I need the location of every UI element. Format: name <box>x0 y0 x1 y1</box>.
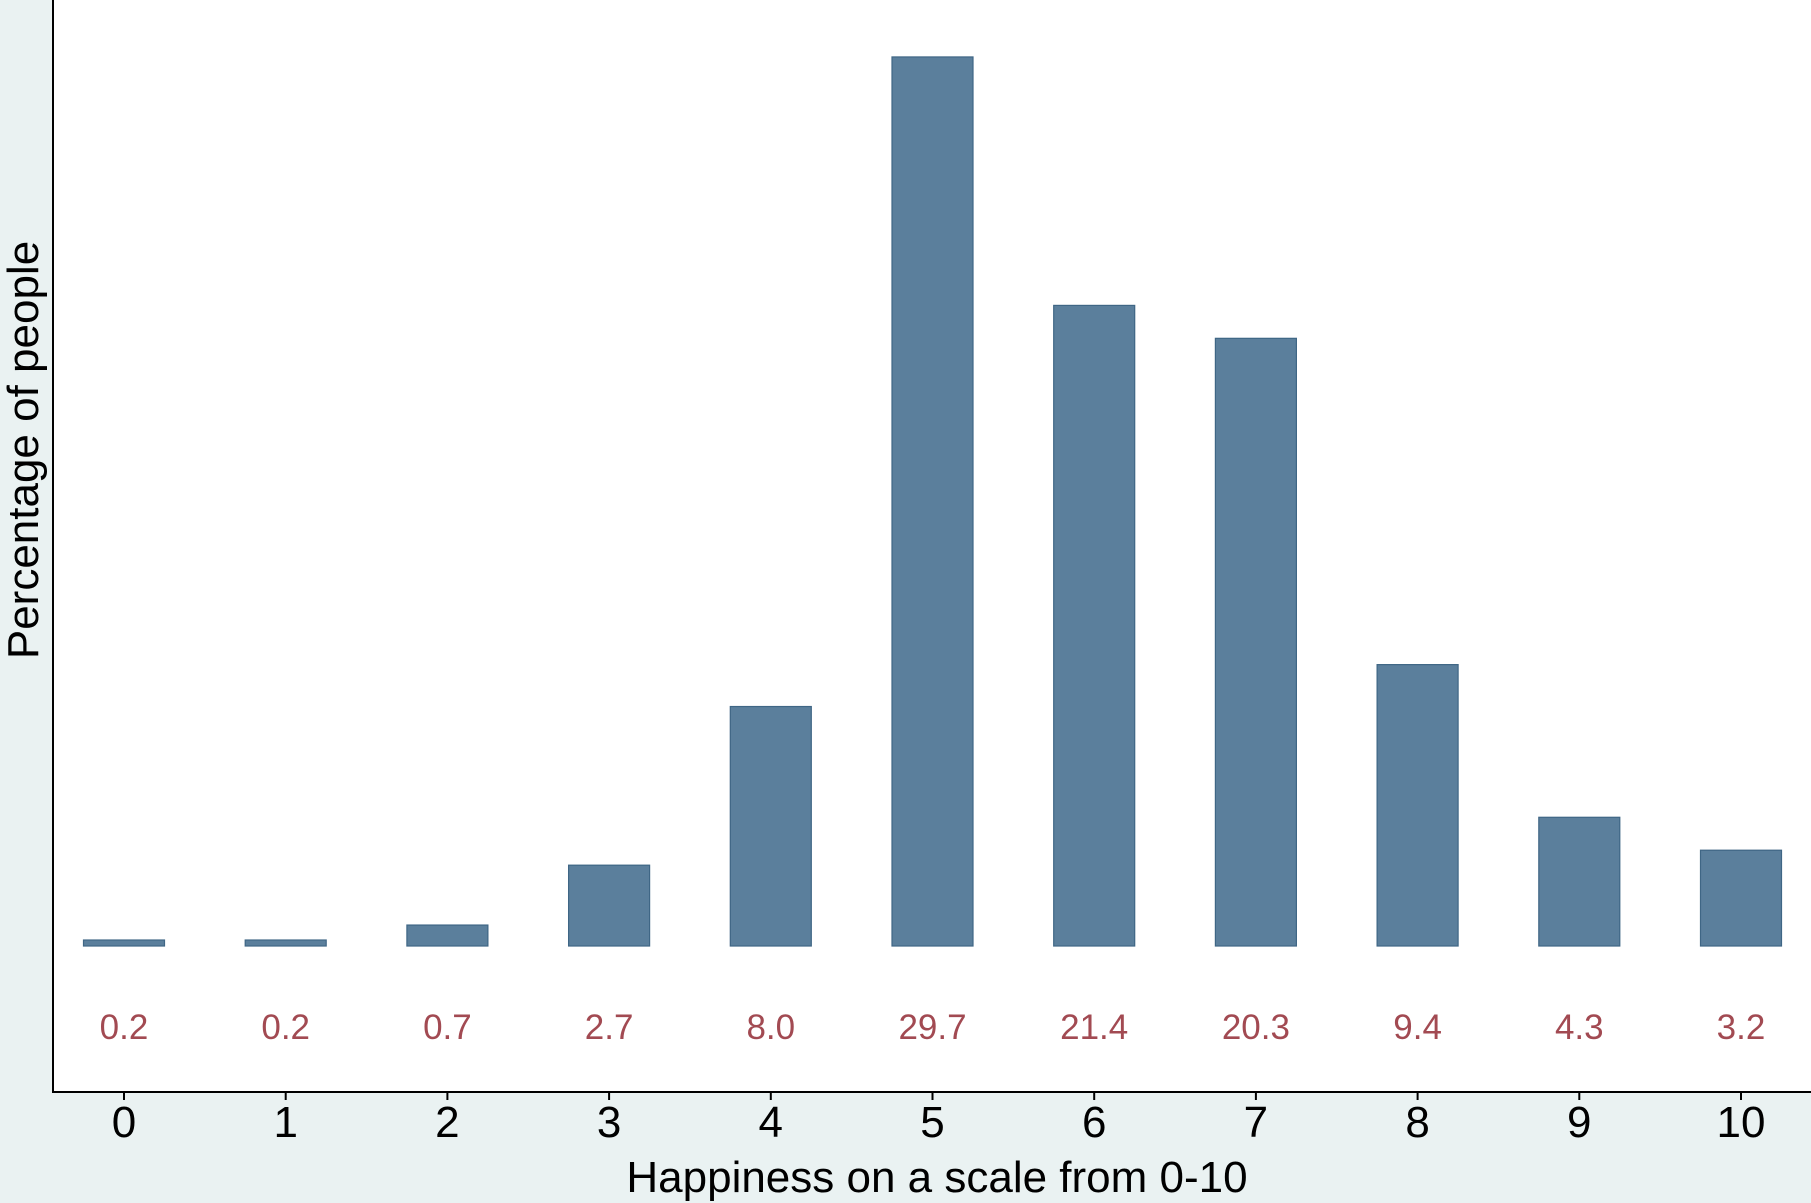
value-label-1: 0.2 <box>261 1008 310 1047</box>
bar-2 <box>406 924 489 947</box>
value-label-4: 8.0 <box>746 1008 795 1047</box>
x-ticks-group: 0 1 2 3 4 5 6 7 8 9 10 <box>112 1092 1766 1147</box>
bar-10 <box>1699 849 1783 947</box>
x-tick-label-6: 6 <box>1082 1098 1106 1147</box>
bar-4 <box>729 705 812 947</box>
bar-7 <box>1214 337 1298 947</box>
x-axis-title: Happiness on a scale from 0-10 <box>626 1153 1247 1202</box>
x-tick-label-9: 9 <box>1567 1098 1591 1147</box>
value-label-3: 2.7 <box>585 1008 634 1047</box>
x-tick-label-8: 8 <box>1405 1098 1429 1147</box>
x-tick-label-3: 3 <box>597 1098 621 1147</box>
bar-8 <box>1376 664 1459 947</box>
value-label-2: 0.7 <box>423 1008 472 1047</box>
x-tick-label-2: 2 <box>435 1098 459 1147</box>
value-label-5: 29.7 <box>898 1008 966 1047</box>
bar-3 <box>567 864 651 947</box>
x-tick-label-10: 10 <box>1717 1098 1766 1147</box>
bar-5 <box>891 56 974 947</box>
x-tick-label-7: 7 <box>1244 1098 1268 1147</box>
x-tick-label-1: 1 <box>273 1098 297 1147</box>
bar-0 <box>82 939 166 947</box>
value-label-9: 4.3 <box>1555 1008 1604 1047</box>
bar-9 <box>1538 816 1621 947</box>
x-tick-label-5: 5 <box>920 1098 944 1147</box>
value-label-0: 0.2 <box>100 1008 149 1047</box>
bar-6 <box>1053 304 1136 947</box>
bars-group <box>82 56 1783 947</box>
value-label-7: 20.3 <box>1222 1008 1290 1047</box>
value-label-10: 3.2 <box>1717 1008 1766 1047</box>
value-labels-group: 0.2 0.2 0.7 2.7 8.0 29.7 21.4 20.3 9.4 4.3 3.2 <box>100 1008 1766 1047</box>
value-label-8: 9.4 <box>1393 1008 1442 1047</box>
bar-1 <box>244 939 327 947</box>
x-tick-label-4: 4 <box>759 1098 783 1147</box>
y-axis-title: Percentage of people <box>0 241 48 659</box>
value-label-6: 21.4 <box>1060 1008 1128 1047</box>
x-tick-label-0: 0 <box>112 1098 136 1147</box>
